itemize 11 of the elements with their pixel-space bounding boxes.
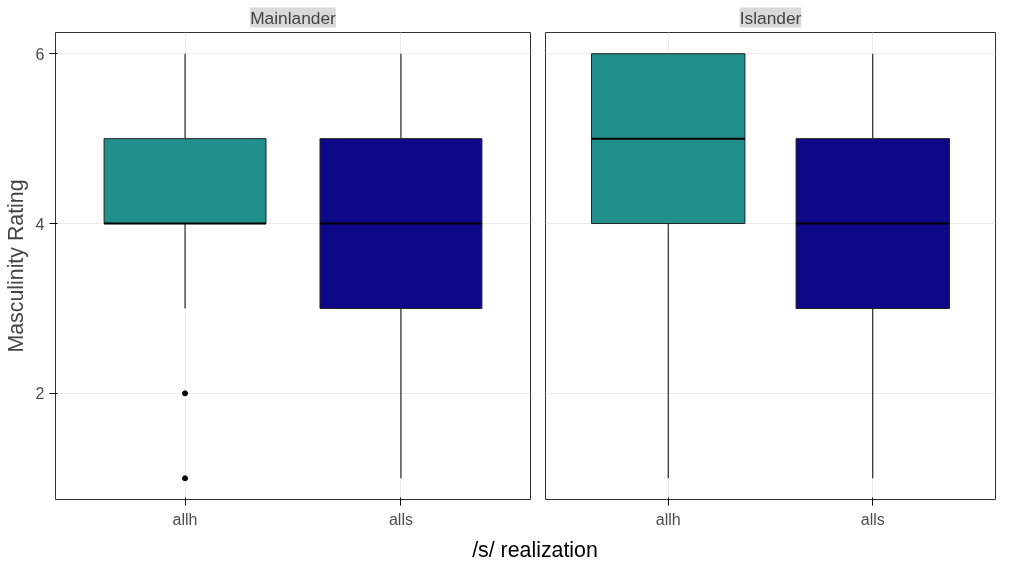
- chart-title: Mainlander: [250, 7, 337, 28]
- x-axis-title: /s/ realization: [472, 537, 598, 564]
- chart-title: Islander: [739, 7, 802, 28]
- x-tick-label: allh: [172, 510, 198, 528]
- y-tick-label: 6: [35, 45, 45, 63]
- y-tick-label: 2: [35, 385, 45, 403]
- x-tick-label: alls: [860, 510, 885, 528]
- x-tick-label: allh: [655, 510, 681, 528]
- y-axis-title: Masculinity Rating: [3, 179, 28, 353]
- x-tick-label: alls: [388, 510, 413, 528]
- y-tick-label: 4: [35, 215, 45, 233]
